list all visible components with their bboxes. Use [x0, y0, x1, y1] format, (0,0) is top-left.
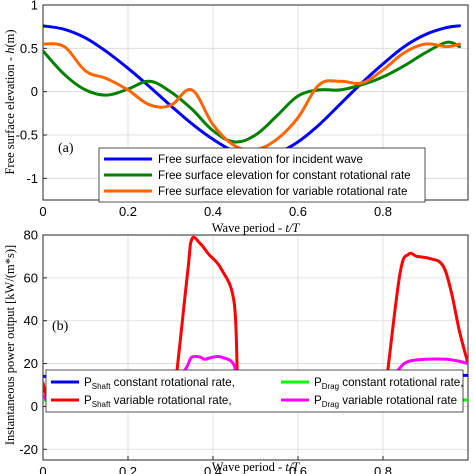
y-tick-label: 0.5 — [20, 41, 38, 56]
legend-label: Free surface elevation for variable rota… — [158, 185, 407, 198]
legend-label: PShaft variable rotational rate, — [84, 394, 232, 409]
panel-a: 0 0.2 0.4 0.6 0.8 1 0.5 0 -0.5 -1 (a) Free surface … — [3, 0, 469, 235]
y-tick-label: 0 — [31, 84, 38, 99]
y-axis-label-unit: (m) — [3, 29, 17, 47]
x-tick-label: 0.6 — [289, 464, 307, 474]
legend-label-sub: Drag — [322, 382, 339, 391]
x-tick-label: 0.8 — [374, 204, 392, 219]
legend-label-sub: Drag — [322, 400, 339, 409]
y-axis-label: Instantaneous power output [kW/(m*s)] — [3, 245, 17, 445]
y-tick-label: -1 — [26, 171, 38, 186]
legend-label: Free surface elevation for constant rota… — [158, 169, 411, 182]
x-axis-label-prefix: Wave period - — [212, 460, 286, 474]
x-axis-label: Wave period - t/T — [212, 221, 301, 235]
legend-label-main: P — [314, 376, 322, 389]
legend-label: PShaft constant rotational rate, — [84, 376, 235, 391]
panel-label: (b) — [52, 319, 69, 334]
legend-label-main: P — [314, 394, 322, 407]
x-tick-label: 0.4 — [204, 464, 222, 474]
y-axis-label-var: h — [3, 48, 17, 54]
x-tick-label: 0.6 — [289, 204, 307, 219]
y-tick-label: 1 — [31, 0, 38, 13]
legend: PShaft constant rotational rate, PDrag co… — [45, 369, 464, 413]
legend-label-rest: constant rotational rate, — [339, 376, 463, 389]
axes-frame — [42, 234, 469, 461]
x-tick-label: 0 — [39, 204, 46, 219]
series-line-1 — [43, 40, 461, 144]
legend-label-main: P — [84, 394, 92, 407]
legend-label-main: P — [84, 376, 92, 389]
y-tick-label: 80 — [24, 228, 38, 243]
legend-label-rest: variable rotational rate, — [110, 394, 231, 407]
x-tick-label: 0.8 — [374, 464, 392, 474]
x-axis-label: Wave period - t/T — [212, 460, 301, 474]
y-tick-label: 60 — [24, 270, 38, 285]
legend-label-rest: variable rotational rate — [339, 394, 457, 407]
y-tick-label: 40 — [24, 313, 38, 328]
x-tick-label: 0.2 — [119, 464, 137, 474]
y-tick-label: -0.5 — [16, 128, 38, 143]
x-tick-label: 0.2 — [119, 204, 137, 219]
legend-label-rest: constant rotational rate, — [110, 376, 234, 389]
y-tick-label: 0 — [31, 399, 38, 414]
legend-box — [45, 369, 464, 413]
y-tick-label: 20 — [24, 356, 38, 371]
legend: Free surface elevation for incident wave… — [98, 147, 426, 203]
legend-label-sub: Shaft — [92, 382, 111, 391]
y-axis-label-prefix: Free surface elevation - — [3, 54, 17, 175]
x-tick-label: 0.4 — [204, 204, 222, 219]
x-tick-label: 0 — [39, 464, 46, 474]
x-axis-label-var: t/T — [285, 460, 300, 474]
x-axis-label-var: t/T — [285, 221, 300, 235]
legend-box — [98, 147, 426, 203]
legend-label: PDrag variable rotational rate — [314, 394, 457, 409]
y-axis-label: Free surface elevation - h(m) — [3, 29, 17, 174]
legend-label-sub: Shaft — [92, 400, 111, 409]
legend-label: PDrag constant rotational rate, — [314, 376, 463, 391]
legend-label: Free surface elevation for incident wave — [158, 153, 363, 166]
panel-label: (a) — [58, 141, 74, 156]
x-axis-label-prefix: Wave period - — [212, 221, 286, 235]
y-tick-label: -20 — [19, 442, 38, 457]
